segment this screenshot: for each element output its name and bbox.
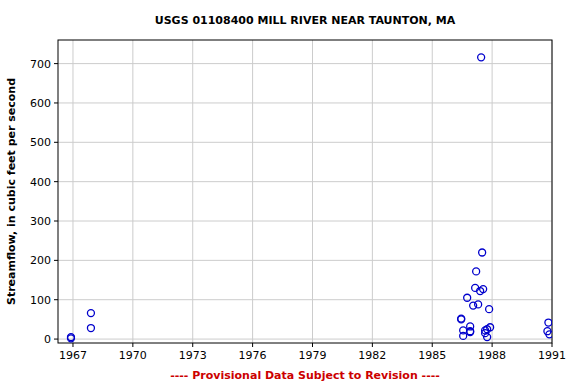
y-grid-line [58,63,552,64]
point [87,325,94,332]
x-tick-label: 1991 [538,349,566,362]
y-tick [54,63,58,64]
x-tick-label: 1976 [239,349,267,362]
x-tick-label: 1967 [59,349,87,362]
point [475,301,482,308]
x-grid-line [72,40,73,343]
y-grid-line [58,299,552,300]
point [458,316,465,323]
y-tick [54,102,58,103]
x-tick [492,343,493,347]
y-tick-label: 300 [30,215,51,228]
plot-frame [58,40,552,343]
y-tick-label: 500 [30,136,51,149]
y-tick [54,299,58,300]
x-tick-label: 1982 [358,349,386,362]
y-grid-line [58,339,552,340]
y-tick [54,181,58,182]
y-tick-label: 100 [30,294,51,307]
x-grid-line [492,40,493,343]
footer: ---- Provisional Data Subject to Revisio… [170,369,440,382]
y-tick-label: 600 [30,97,51,110]
point [467,328,474,335]
x-tick-label: 1985 [418,349,446,362]
x-tick [552,343,553,347]
chart: 0 100 200 300 400 500 600 700 1967 1970 1973 1976 19… [0,0,576,384]
point [546,331,552,338]
point [460,332,467,339]
x-tick-label: 1988 [478,349,506,362]
x-tick [312,343,313,347]
x-tick [72,343,73,347]
y-tick-label: 700 [30,58,51,71]
x-tick [132,343,133,347]
x-grid-line [252,40,253,343]
point [478,54,485,61]
point [458,315,465,322]
x-tick-label: 1973 [179,349,207,362]
point [467,328,474,335]
plot-background [58,40,552,343]
point [464,294,471,301]
x-grid-line [192,40,193,343]
x-tick-label: 1979 [298,349,326,362]
y-grid-line [58,181,552,182]
y-tick [54,221,58,222]
x-grid-line [312,40,313,343]
x-tick [252,343,253,347]
point [479,249,486,256]
x-grid-line [432,40,433,343]
y-tick [54,142,58,143]
x-tick [432,343,433,347]
point [545,319,552,326]
point [484,334,491,341]
points [67,54,552,342]
point [487,324,494,331]
x-grid-line [132,40,133,343]
title: USGS 01108400 MILL RIVER NEAR TAUNTON, M… [155,14,456,27]
point [473,268,480,275]
point [480,286,487,293]
point [486,306,493,313]
x-tick-label: 1970 [119,349,147,362]
y-grid-line [58,221,552,222]
y-grid-line [58,102,552,103]
point [67,335,74,342]
point [470,302,477,309]
y-grid-line [58,260,552,261]
point [87,310,94,317]
y-grid-line [58,142,552,143]
y-axis-label: Streamflow, in cubic feet per second [5,78,18,305]
y-tick [54,260,58,261]
y-tick [54,339,58,340]
y-tick-label: 0 [44,333,51,346]
y-tick-label: 200 [30,254,51,267]
y-tick-label: 400 [30,176,51,189]
x-tick [192,343,193,347]
x-grid-line [372,40,373,343]
x-tick [372,343,373,347]
